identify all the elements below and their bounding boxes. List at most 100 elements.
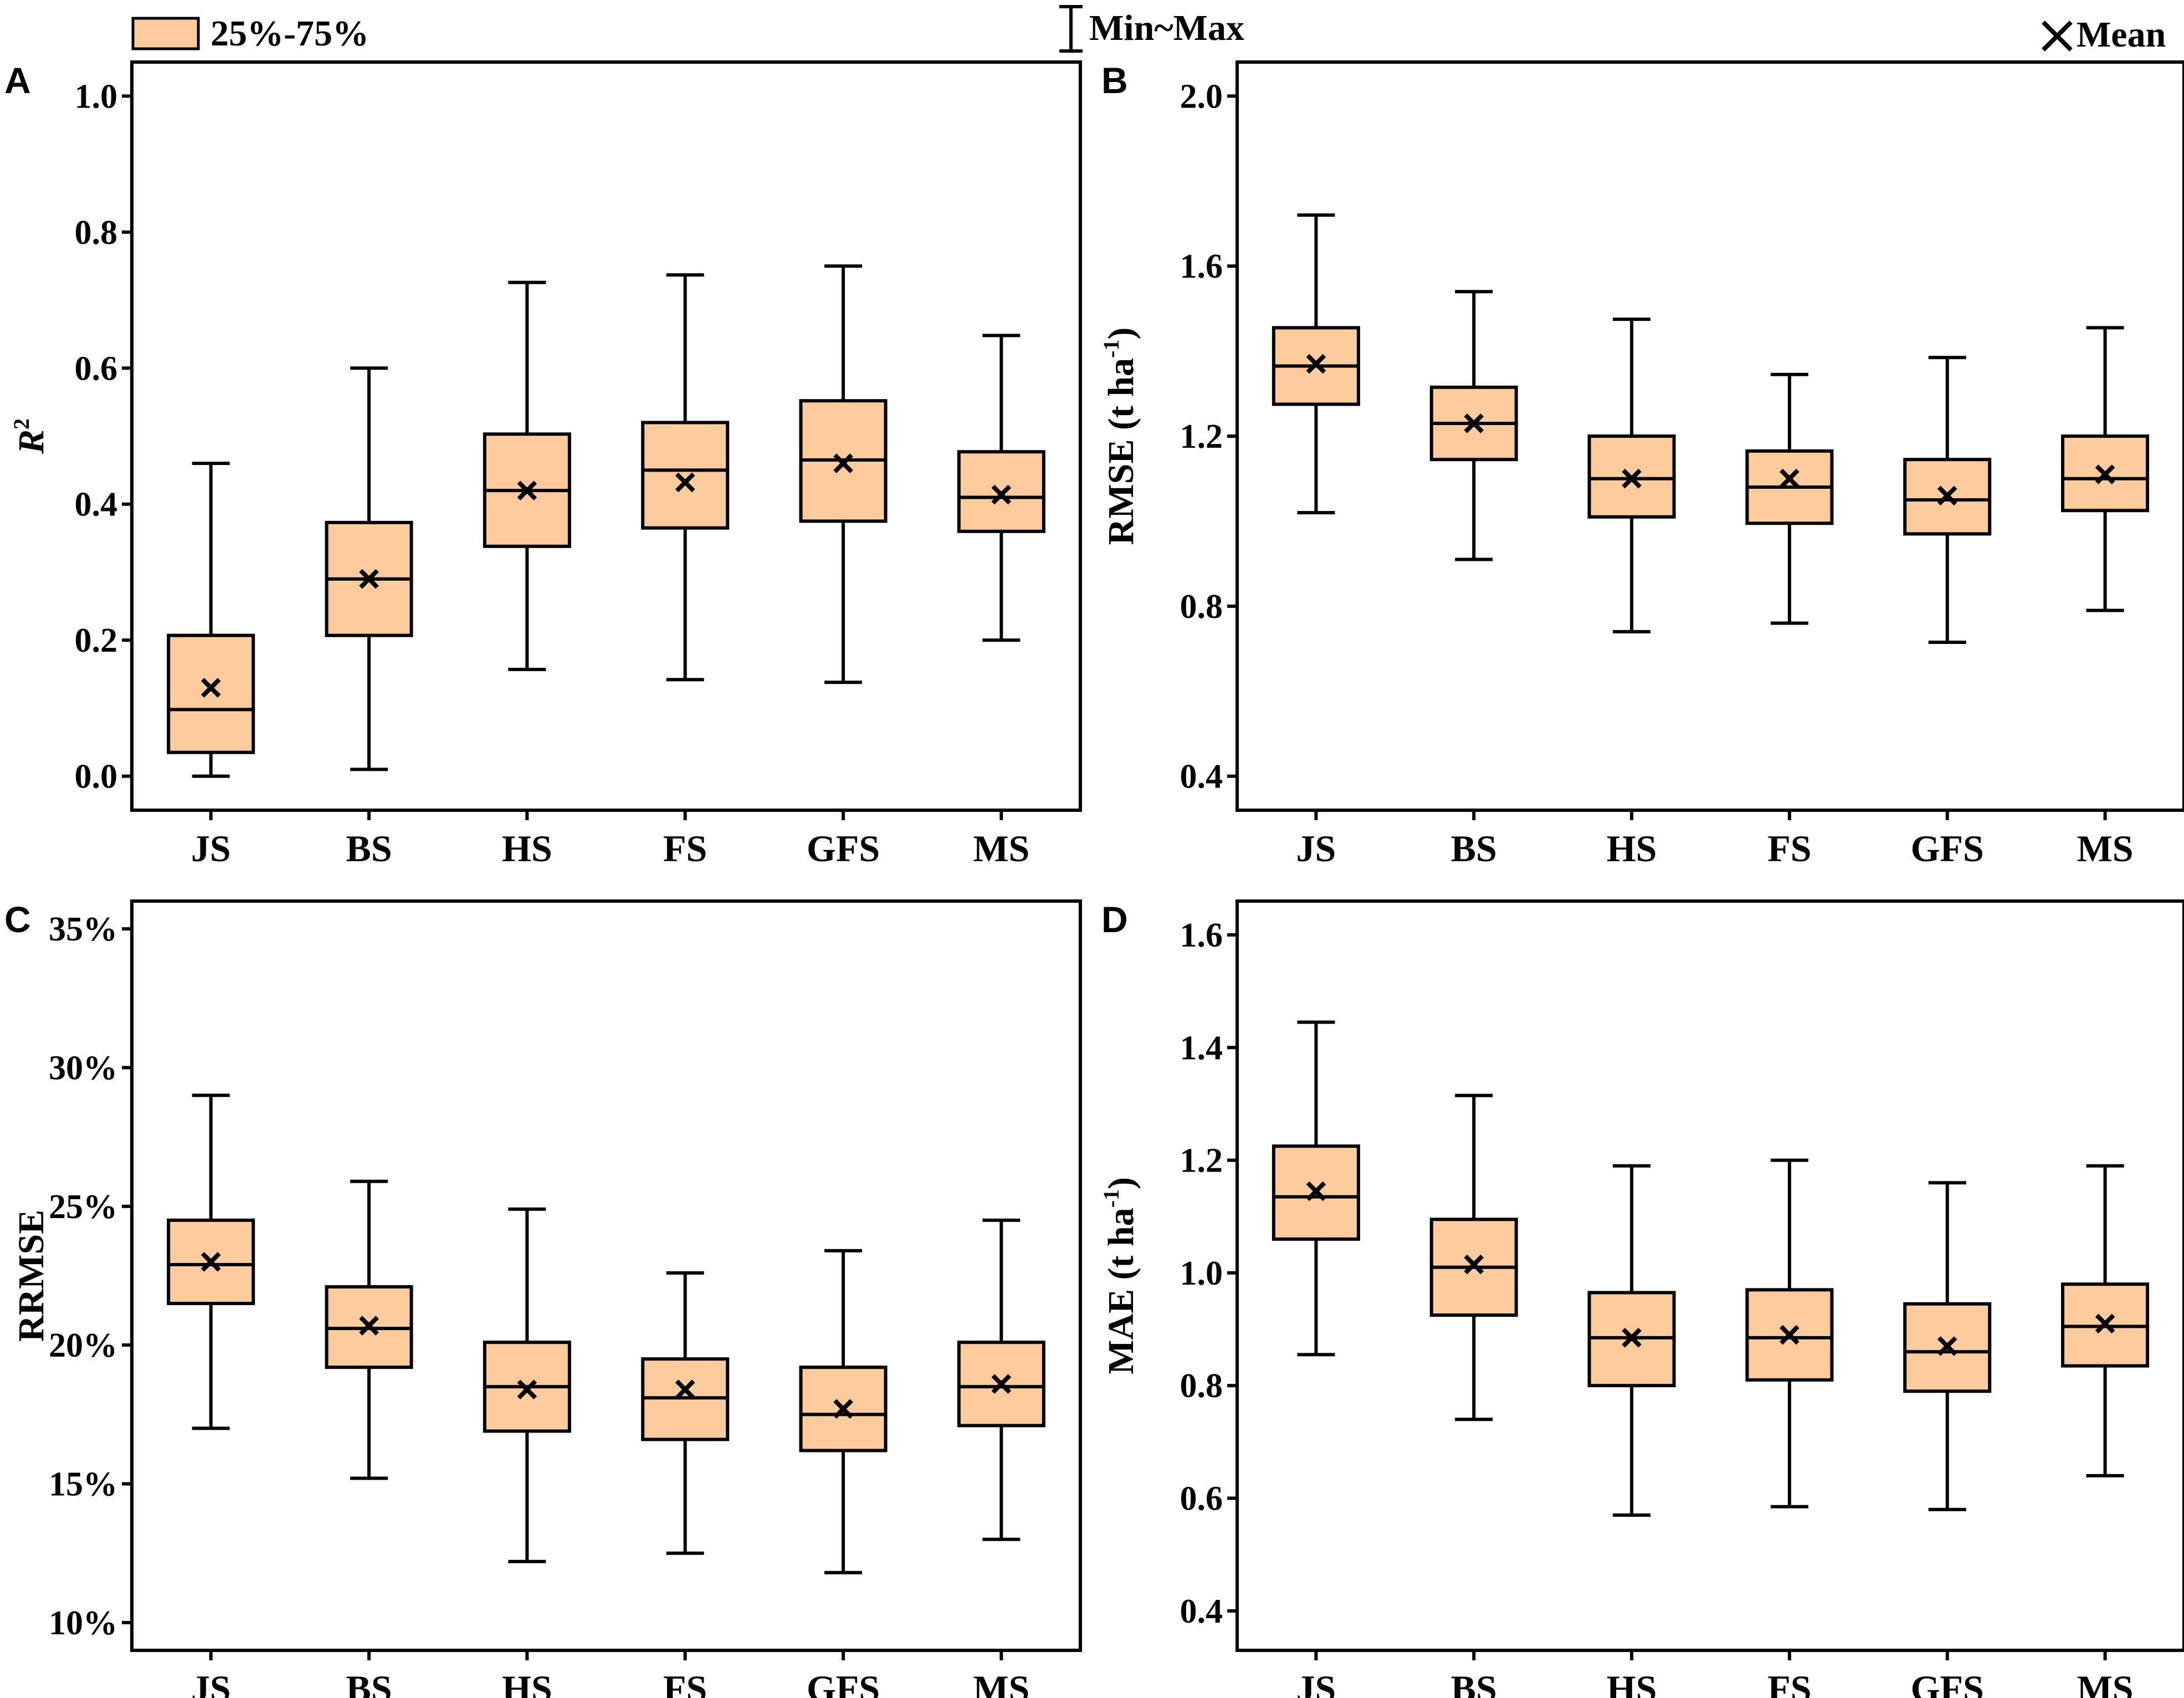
- x-tick-label: JS: [191, 827, 231, 870]
- iqr-box: [167, 633, 255, 754]
- mean-marker: [359, 569, 379, 589]
- box-ms: [2061, 326, 2150, 612]
- x-tick-label: GFS: [807, 1668, 880, 1698]
- y-tick-label: 0.6: [75, 350, 118, 387]
- box-ms: [957, 334, 1045, 642]
- box-js: [1272, 1020, 1360, 1357]
- x-tick-label: MS: [2077, 827, 2134, 870]
- box-hs: [483, 280, 571, 671]
- x-tick-label: GFS: [1911, 827, 1984, 870]
- y-tick-label: 15%: [49, 1466, 117, 1503]
- mean-marker: [1622, 468, 1642, 489]
- mean-marker: [1780, 468, 1800, 489]
- mean-marker: [833, 453, 853, 473]
- box-bs: [325, 1179, 413, 1480]
- x-tick-label: HS: [502, 827, 552, 870]
- x-tick-label: BS: [1451, 827, 1497, 870]
- panels: A 0.0 0.2 0.4 0.6 0.8 1.0 JS BS HS FS GFS MS R2 B 0.4 0.…: [4, 60, 2184, 1698]
- y-axis-title: RMSE (t ha-1): [1099, 328, 1141, 545]
- mean-marker: [1306, 354, 1326, 374]
- x-tick-label: HS: [1607, 827, 1657, 870]
- mean-marker: [1937, 485, 1957, 506]
- panel-letter: C: [4, 899, 31, 940]
- legend-box-swatch: [131, 17, 200, 50]
- box-hs: [1587, 318, 1676, 633]
- box-fs: [641, 1271, 730, 1555]
- x-tick-label: MS: [2077, 1668, 2134, 1698]
- y-tick-label: 0.4: [75, 486, 118, 524]
- plot-frame: [130, 899, 1082, 1652]
- box-gfs: [1903, 356, 1992, 645]
- box-hs: [1587, 1164, 1676, 1517]
- x-tick-label: JS: [1296, 1668, 1336, 1698]
- x-tick-label: MS: [973, 827, 1029, 870]
- x-tick-label: HS: [502, 1668, 552, 1698]
- mean-marker: [517, 480, 537, 501]
- panel-c: C 10% 15% 20% 25% 30% 35% JS BS HS FS GFS MS RRMSE: [4, 899, 1082, 1698]
- legend-mean-icon: [2042, 21, 2073, 52]
- legend-mean-label: Mean: [2077, 14, 2166, 55]
- box-fs: [641, 273, 730, 682]
- y-tick-label: 0.4: [1180, 758, 1223, 796]
- x-tick-label: MS: [973, 1668, 1029, 1698]
- box-bs: [1429, 290, 1518, 561]
- y-tick-label: 20%: [49, 1327, 117, 1364]
- box-gfs: [1903, 1181, 1992, 1511]
- box-gfs: [799, 264, 888, 684]
- y-tick-label: 0.4: [1180, 1593, 1223, 1630]
- y-tick-label: 0.8: [1180, 1367, 1223, 1405]
- mean-marker: [1937, 1336, 1957, 1356]
- mean-marker: [1622, 1327, 1642, 1348]
- mean-marker: [359, 1316, 379, 1336]
- y-tick-label: 1.2: [1180, 1142, 1223, 1180]
- x-tick-label: BS: [346, 827, 392, 870]
- y-axis-title: R2: [9, 418, 52, 454]
- iqr-box: [641, 421, 730, 530]
- panel-a: A 0.0 0.2 0.4 0.6 0.8 1.0 JS BS HS FS GFS MS R2: [4, 60, 1082, 870]
- x-tick-label: BS: [1451, 1668, 1497, 1698]
- y-tick-label: 30%: [49, 1049, 117, 1087]
- y-axis-title: RRMSE: [11, 1210, 52, 1342]
- panel-d: D 0.4 0.6 0.8 1.0 1.2 1.4 1.6 JS BS HS FS GFS MS MAE (…: [1099, 899, 2184, 1698]
- y-tick-label: 0.6: [1180, 1480, 1223, 1518]
- mean-marker: [1780, 1324, 1800, 1345]
- box-bs: [1429, 1093, 1518, 1421]
- mean-marker: [517, 1379, 537, 1400]
- plot-frame: [130, 60, 1082, 812]
- box-js: [167, 1093, 255, 1430]
- plot-frame: [1235, 60, 2184, 812]
- x-tick-label: JS: [1296, 827, 1336, 870]
- y-tick-label: 1.0: [1180, 1255, 1223, 1292]
- legend-box-label: 25%-75%: [211, 13, 369, 54]
- x-tick-label: GFS: [1911, 1668, 1984, 1698]
- y-axis-title: MAE (t ha-1): [1099, 1177, 1141, 1374]
- mean-marker: [1306, 1181, 1326, 1201]
- panel-letter: B: [1101, 60, 1128, 101]
- iqr-box: [957, 450, 1045, 533]
- mean-marker: [1464, 1254, 1484, 1275]
- y-tick-label: 1.0: [75, 78, 118, 115]
- y-tick-label: 25%: [49, 1188, 117, 1226]
- iqr-box: [1903, 458, 1992, 536]
- mean-marker: [675, 1379, 695, 1400]
- y-tick-label: 1.2: [1180, 418, 1223, 456]
- y-tick-label: 0.8: [75, 214, 118, 252]
- x-tick-label: JS: [191, 1668, 231, 1698]
- mean-marker: [201, 1252, 221, 1272]
- mean-marker: [201, 678, 221, 698]
- panel-b: B 0.4 0.8 1.2 1.6 2.0 JS BS HS FS GFS MS RMSE (t ha-…: [1099, 60, 2184, 870]
- legend-whisker-label: Min~Max: [1089, 8, 1244, 48]
- y-tick-label: 35%: [49, 911, 117, 948]
- legend: 25%-75% Min~Max Mean: [131, 5, 2166, 55]
- box-js: [1272, 213, 1360, 515]
- y-tick-label: 0.2: [75, 622, 118, 659]
- mean-marker: [2095, 464, 2115, 484]
- y-tick-label: 1.6: [1180, 917, 1223, 954]
- mean-marker: [675, 472, 695, 493]
- box-ms: [2061, 1164, 2150, 1477]
- mean-marker: [991, 1374, 1012, 1394]
- box-fs: [1745, 372, 1834, 625]
- box-bs: [325, 366, 413, 771]
- mean-marker: [991, 484, 1012, 505]
